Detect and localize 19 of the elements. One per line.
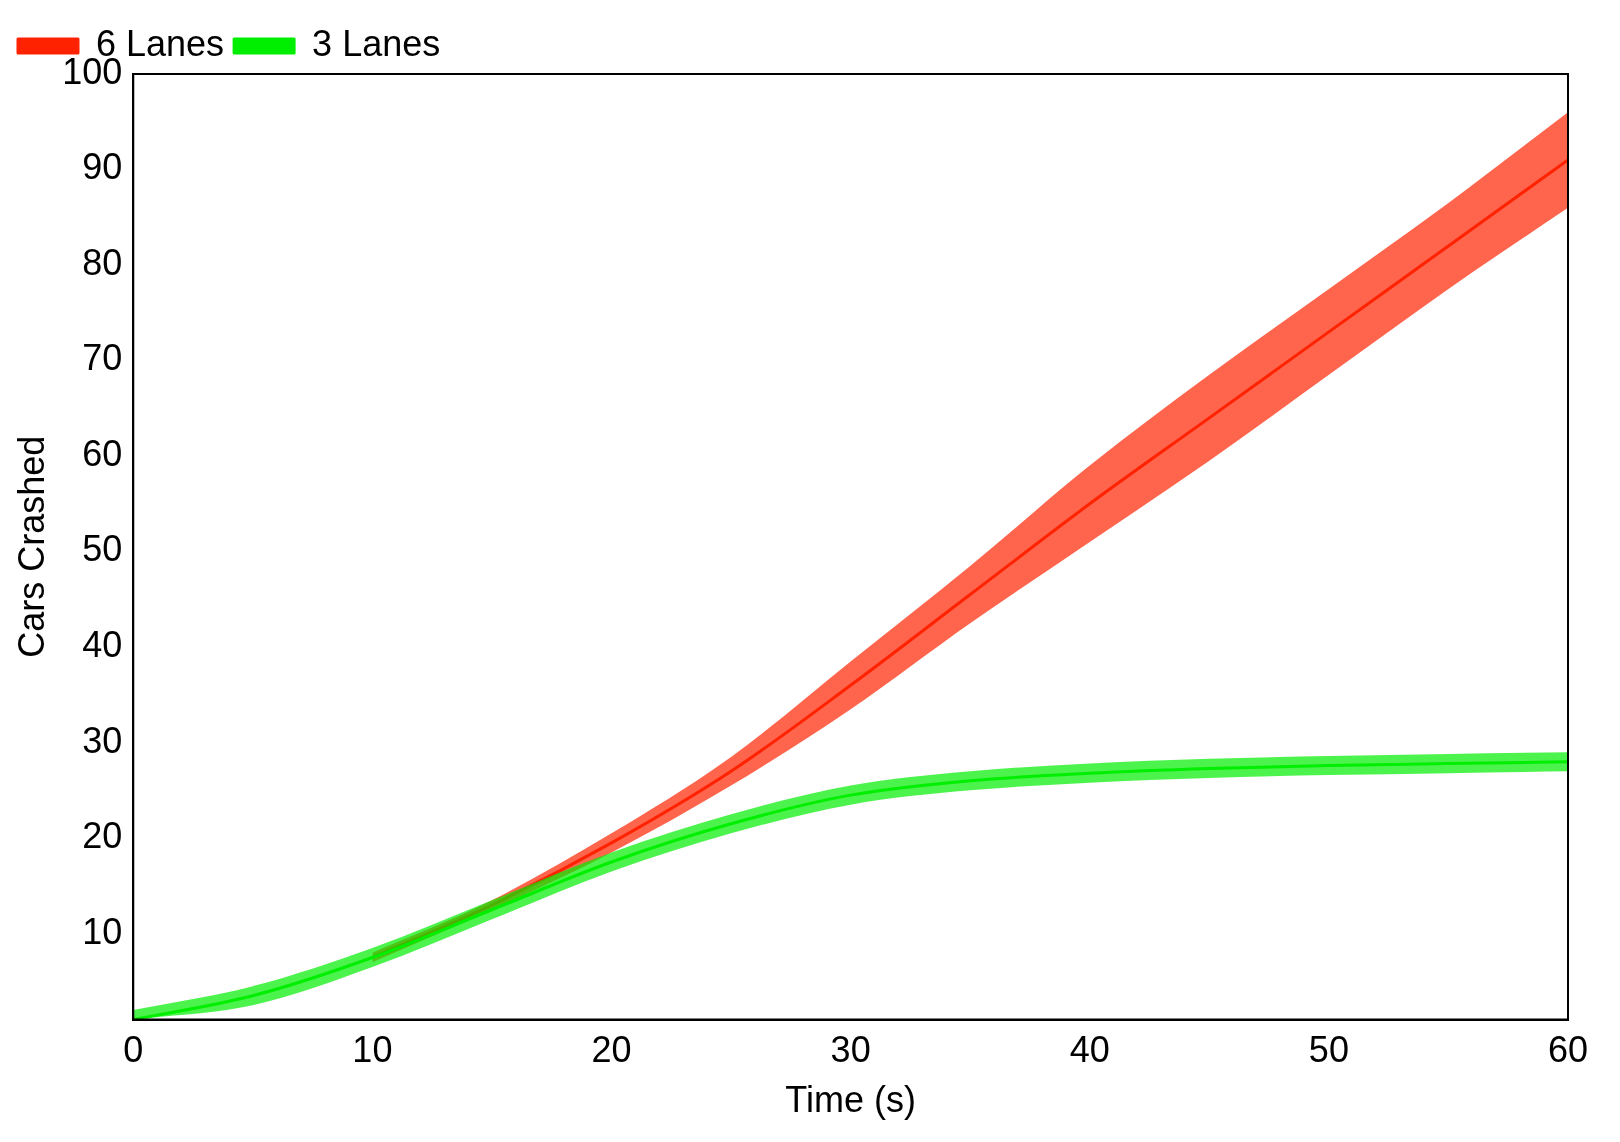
x-tick-label: 50 [1308,1029,1349,1071]
x-tick-label: 40 [1069,1029,1110,1071]
y-axis-title: Cars Crashed [10,435,52,658]
legend-label: 3 Lanes [312,22,441,64]
y-tick-label: 40 [82,624,123,666]
y-tick-label: 50 [82,528,123,570]
y-tick-label: 20 [82,815,123,857]
x-axis-title: Time (s) [785,1079,916,1121]
x-tick-label: 0 [123,1029,144,1071]
y-tick-label: 60 [82,432,123,474]
x-tick-label: 10 [352,1029,393,1071]
y-tick-label: 90 [82,146,123,188]
y-tick-label: 30 [82,719,123,761]
y-tick-label: 70 [82,337,123,379]
x-tick-label: 20 [591,1029,632,1071]
x-tick-label: 60 [1547,1029,1589,1071]
y-tick-label: 80 [82,241,123,283]
x-tick-label: 30 [830,1029,871,1071]
y-tick-label: 10 [82,910,123,952]
